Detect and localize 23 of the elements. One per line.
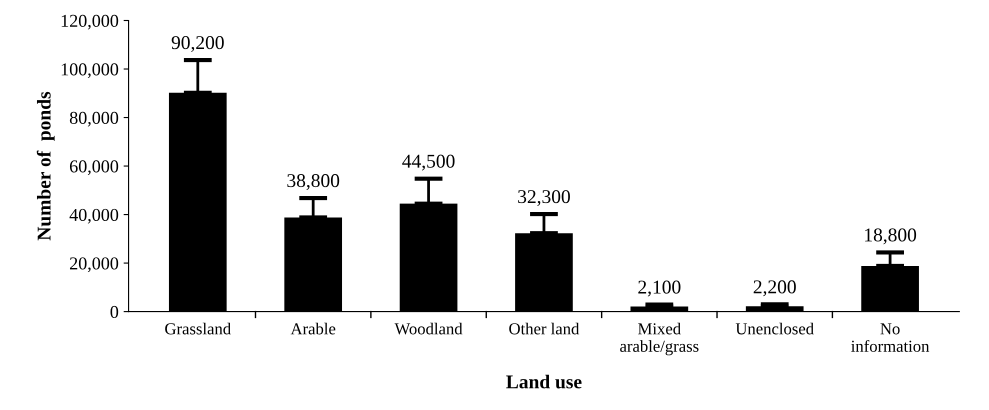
data-label: 44,500 [402,154,455,171]
data-label: 2,200 [754,280,796,296]
y-tick-label: 120,000 [62,14,118,30]
data-label: 32,300 [518,190,570,206]
x-axis-title: Land use [506,374,582,388]
x-tick-label: Grassland [165,322,231,334]
y-tick-label: 60,000 [70,160,118,176]
y-tick-label: 80,000 [70,112,118,127]
data-label: 90,200 [172,36,224,52]
x-tick-label: Unenclosed [736,322,814,334]
y-tick-label: 20,000 [70,257,118,272]
y-axis-title: Number of ponds [36,92,55,240]
y-tick-label: 40,000 [70,208,118,224]
data-label: 2,100 [638,280,680,296]
x-tick-label: Mixed arable/grass [620,322,699,356]
data-label: 18,800 [865,228,916,244]
x-tick-label: No information [851,323,930,352]
x-tick-label: Arable [290,322,336,334]
y-tick-label: 0 [110,306,118,318]
data-label: 38,800 [287,174,340,190]
y-tick-label: 100,000 [62,63,118,78]
x-tick-label: Woodland [394,322,462,335]
x-tick-label: Other land [509,322,580,334]
